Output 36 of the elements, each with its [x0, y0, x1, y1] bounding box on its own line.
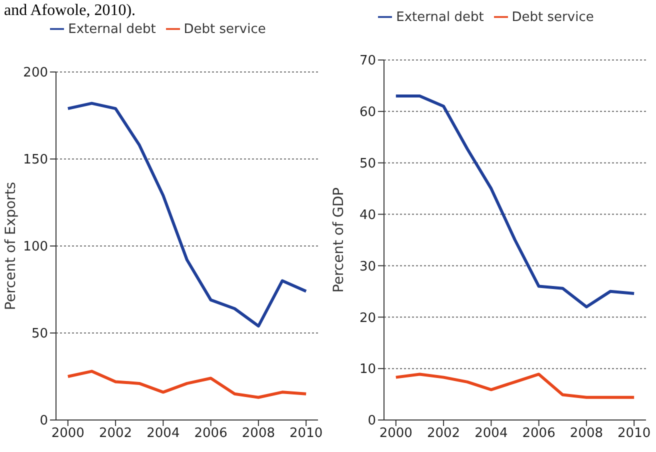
x-tick-label: 2002 [427, 426, 460, 442]
x-tick-label: 2008 [242, 426, 275, 442]
line-series [66, 102, 308, 328]
x-tick-label: 2000 [51, 426, 84, 442]
y-axis-title: Percent of Exports [2, 182, 19, 310]
y-tick-label: 70 [359, 54, 376, 69]
x-tick-label: 2004 [146, 426, 180, 442]
y-tick-label: 0 [368, 414, 376, 429]
legend-label: Debt service [184, 22, 266, 37]
y-tick-label: 200 [23, 66, 48, 81]
y-tick-label: 40 [359, 208, 376, 223]
y-tick-label: 0 [40, 414, 48, 429]
y-tick-label: 30 [359, 259, 376, 274]
y-tick-label: 10 [359, 362, 376, 378]
x-tick-label: 2008 [570, 426, 603, 442]
line-series [394, 94, 636, 308]
x-tick-label: 2006 [522, 426, 556, 442]
x-tick-label: 2000 [379, 426, 412, 442]
x-tick-label: 2010 [290, 426, 323, 442]
y-axis-title: Percent of GDP [330, 187, 347, 293]
y-tick-label: 150 [23, 152, 48, 168]
text: and Afowole, 2010). [4, 2, 136, 20]
legend-label: External debt [396, 10, 484, 25]
y-tick-label: 60 [359, 105, 376, 120]
x-tick-label: 2002 [99, 426, 132, 442]
y-tick-label: 100 [23, 240, 48, 255]
line-series [394, 372, 636, 399]
line-series [66, 370, 308, 399]
y-tick-label: 50 [31, 326, 48, 342]
x-tick-label: 2010 [618, 426, 651, 442]
x-tick-label: 2004 [474, 426, 508, 442]
y-tick-label: 50 [359, 156, 376, 172]
y-tick-label: 20 [359, 310, 376, 326]
legend-label: Debt service [512, 10, 594, 25]
legend-label: External debt [68, 22, 156, 37]
x-tick-label: 2006 [194, 426, 228, 442]
